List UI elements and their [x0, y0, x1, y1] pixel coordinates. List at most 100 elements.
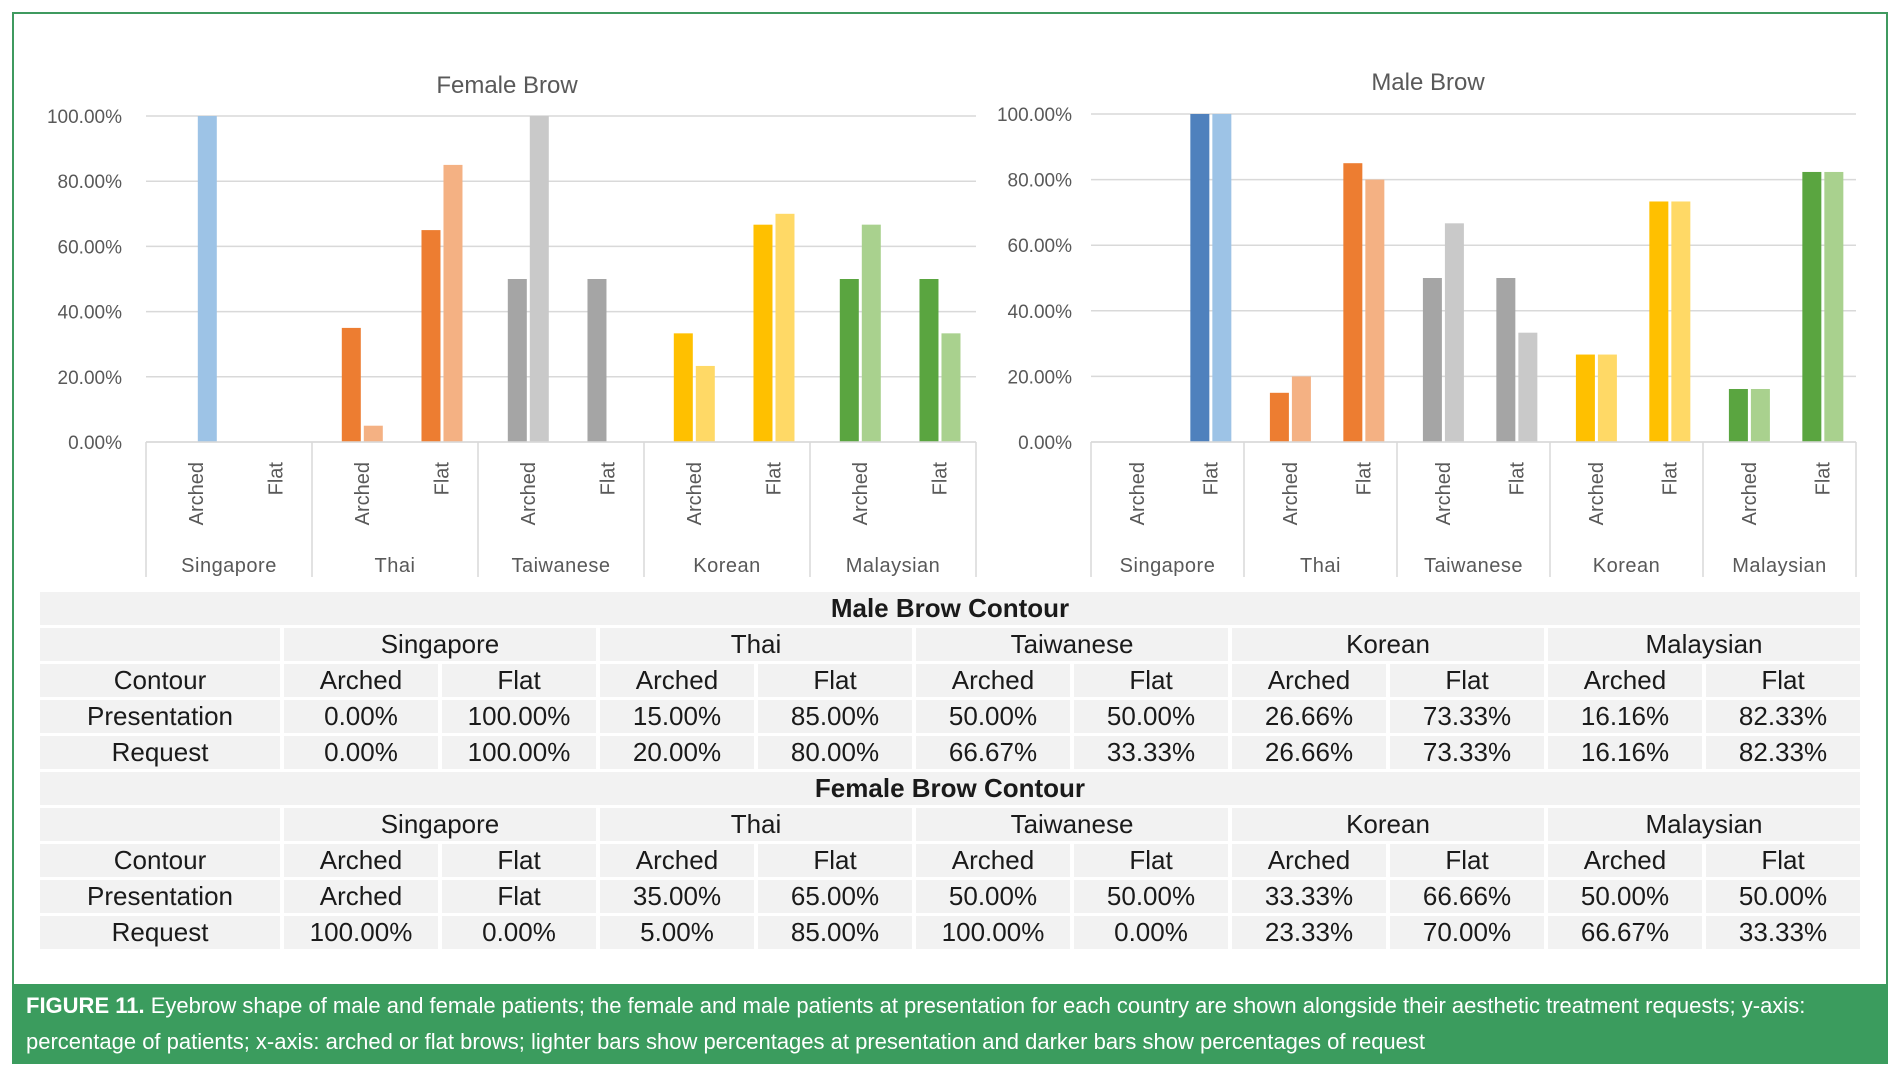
- table-cell: 33.33%: [1074, 736, 1228, 769]
- country-row: Singapore Thai Taiwanese Korean Malaysian: [40, 808, 1860, 841]
- caption-text: Eyebrow shape of male and female patient…: [26, 993, 1806, 1054]
- y-tick-label: 20.00%: [1008, 367, 1073, 388]
- country-row: Singapore Thai Taiwanese Korean Malaysian: [40, 628, 1860, 661]
- table-cell: 16.16%: [1548, 736, 1702, 769]
- section-heading: Male Brow Contour: [40, 592, 1860, 625]
- table-cell: 70.00%: [1390, 916, 1544, 949]
- table-cell: 26.66%: [1232, 736, 1386, 769]
- category-label: Arched: [1280, 462, 1302, 525]
- section-heading-row: Female Brow Contour: [40, 772, 1860, 805]
- bar-singapore-arched-request: [197, 116, 217, 442]
- bar-thai-flat-request: [1365, 179, 1385, 442]
- brow-contour-table: Male Brow Contour Singapore Thai Taiwanese K…: [36, 589, 1864, 952]
- table-cell: 33.33%: [1706, 916, 1860, 949]
- table-cell: 50.00%: [1548, 880, 1702, 913]
- bar-thai-arched-presentation: [341, 327, 361, 442]
- group-label: Malaysian: [1732, 555, 1827, 577]
- row-label: Request: [40, 916, 280, 949]
- table-cell: 73.33%: [1390, 736, 1544, 769]
- country-header: Malaysian: [1548, 628, 1860, 661]
- table-cell: Arched: [284, 880, 438, 913]
- contour-header-row: Contour Arched Flat Arched Flat Arched Flat Arc…: [40, 664, 1860, 697]
- column-header: Arched: [1232, 844, 1386, 877]
- y-tick-label: 100.00%: [997, 105, 1072, 126]
- table-cell: 0.00%: [284, 700, 438, 733]
- group-label: Korean: [693, 555, 761, 577]
- category-label: Arched: [684, 462, 706, 525]
- category-label: Flat: [1659, 462, 1681, 496]
- table-cell: 82.33%: [1706, 700, 1860, 733]
- table-cell: 73.33%: [1390, 700, 1544, 733]
- blank-cell: [40, 808, 280, 841]
- table-cell: 65.00%: [758, 880, 912, 913]
- country-header: Singapore: [284, 628, 596, 661]
- y-tick-label: 0.00%: [1018, 433, 1072, 454]
- country-header: Thai: [600, 628, 912, 661]
- column-header: Arched: [1548, 844, 1702, 877]
- column-header: Flat: [758, 844, 912, 877]
- bar-taiwanese-flat-presentation: [587, 279, 607, 442]
- category-label: Arched: [352, 462, 374, 525]
- country-header: Singapore: [284, 808, 596, 841]
- table-cell: 0.00%: [284, 736, 438, 769]
- table-cell: 50.00%: [1706, 880, 1860, 913]
- charts-area: 0.00% 20.00% 40.00% 60.00% 80.00% 100.00% Fema…: [47, 69, 1857, 577]
- table-cell: 50.00%: [916, 700, 1070, 733]
- category-label: Arched: [1433, 462, 1455, 525]
- category-label: Arched: [186, 462, 208, 525]
- y-tick-label: 80.00%: [58, 172, 123, 193]
- country-header: Korean: [1232, 808, 1544, 841]
- category-label: Arched: [1586, 462, 1608, 525]
- bar-malaysian-arched-request: [1750, 388, 1770, 442]
- country-header: Korean: [1232, 628, 1544, 661]
- bar-korean-flat-request: [1671, 201, 1691, 442]
- group-label: Singapore: [181, 555, 277, 577]
- column-header: Arched: [600, 664, 754, 697]
- bar-thai-arched-presentation: [1269, 392, 1289, 442]
- column-header: Flat: [442, 844, 596, 877]
- table-cell: 85.00%: [758, 700, 912, 733]
- table-row: Presentation 0.00% 100.00% 15.00% 85.00% 50.0…: [40, 700, 1860, 733]
- bar-thai-arched-request: [363, 425, 383, 442]
- table-cell: 100.00%: [442, 700, 596, 733]
- table-cell: 66.67%: [1548, 916, 1702, 949]
- section-heading: Female Brow Contour: [40, 772, 1860, 805]
- bar-korean-flat-presentation: [1649, 201, 1669, 442]
- table-cell: 5.00%: [600, 916, 754, 949]
- country-header: Malaysian: [1548, 808, 1860, 841]
- column-header: Arched: [284, 664, 438, 697]
- country-header: Taiwanese: [916, 808, 1228, 841]
- column-header: Arched: [916, 664, 1070, 697]
- column-header: Arched: [600, 844, 754, 877]
- y-tick-label: 40.00%: [1008, 302, 1073, 323]
- category-label: Flat: [1506, 462, 1528, 496]
- group-label: Korean: [1593, 555, 1661, 577]
- y-tick-label: 60.00%: [1008, 236, 1073, 257]
- category-label: Arched: [850, 462, 872, 525]
- category-label: Flat: [929, 462, 951, 496]
- group-label: Taiwanese: [511, 555, 610, 577]
- y-tick-label: 60.00%: [58, 237, 123, 258]
- bar-singapore-flat-request: [1212, 114, 1232, 442]
- bar-malaysian-arched-presentation: [839, 279, 859, 442]
- bar-taiwanese-arched-presentation: [1422, 278, 1442, 442]
- row-label: Request: [40, 736, 280, 769]
- y-tick-label: 80.00%: [1008, 171, 1073, 192]
- column-header: Contour: [40, 664, 280, 697]
- column-header: Arched: [1548, 664, 1702, 697]
- bar-malaysian-flat-request: [1824, 171, 1844, 443]
- group-label: Singapore: [1120, 555, 1216, 577]
- table-cell: 66.66%: [1390, 880, 1544, 913]
- bar-taiwanese-arched-request: [529, 116, 549, 442]
- category-label: Flat: [1812, 462, 1834, 496]
- bar-malaysian-arched-presentation: [1728, 388, 1748, 442]
- bar-taiwanese-arched-presentation: [507, 279, 527, 442]
- category-label: Arched: [1739, 462, 1761, 525]
- table-cell: 50.00%: [1074, 700, 1228, 733]
- section-heading-row: Male Brow Contour: [40, 592, 1860, 625]
- table-cell: 20.00%: [600, 736, 754, 769]
- table-row: Request 100.00% 0.00% 5.00% 85.00% 100.00% 0.0…: [40, 916, 1860, 949]
- bar-korean-arched-presentation: [673, 333, 693, 442]
- bar-korean-arched-request: [695, 365, 715, 442]
- bar-taiwanese-flat-request: [1518, 332, 1538, 442]
